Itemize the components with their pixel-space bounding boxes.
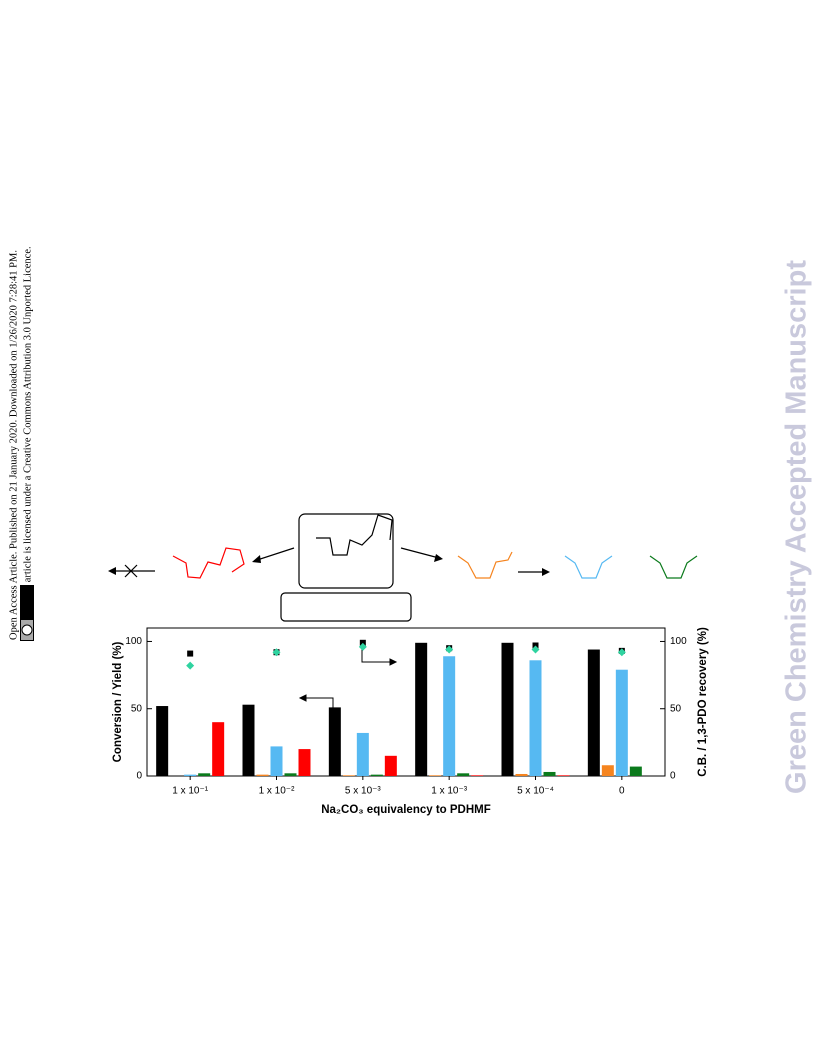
bar — [156, 706, 169, 776]
x-tick-label: 1 x 10⁻³ — [431, 786, 468, 797]
y2-axis-label: C.B. / 1,3-PDO recovery (%) — [697, 627, 709, 777]
y-tick-label: 50 — [131, 703, 143, 714]
bar — [515, 773, 528, 776]
bar — [529, 660, 542, 776]
bar — [298, 749, 311, 776]
watermark: Green Chemistry Accepted Manuscript — [781, 260, 813, 794]
bar — [501, 642, 514, 776]
bar — [384, 755, 397, 776]
bar — [429, 775, 442, 776]
cc-badge — [20, 585, 34, 641]
point — [617, 648, 626, 657]
bar — [370, 774, 383, 776]
point — [359, 639, 366, 646]
bar — [543, 771, 556, 776]
x-tick-label: 5 x 10⁻³ — [345, 786, 382, 797]
sidebar-line: This article is licensed under a Creativ… — [22, 246, 33, 603]
point — [272, 648, 281, 657]
x-tick-label: 1 x 10⁻¹ — [172, 786, 209, 797]
bar — [615, 669, 628, 776]
bar — [328, 707, 341, 776]
y-tick-label: 0 — [136, 771, 142, 782]
bar — [242, 704, 255, 776]
point — [186, 661, 195, 670]
sidebar-line: Open Access Article. Published on 21 Jan… — [8, 250, 19, 640]
x-axis-label: Na₂CO₃ equivalency to PDHMF — [321, 804, 491, 816]
bar — [471, 775, 484, 776]
bar — [557, 775, 570, 776]
bar — [256, 774, 269, 776]
point — [531, 645, 540, 654]
y2-tick-label: 100 — [670, 636, 687, 647]
y2-tick-label: 0 — [670, 771, 676, 782]
bar — [629, 766, 642, 776]
point — [358, 642, 367, 651]
scheme — [108, 513, 698, 622]
bar — [587, 649, 600, 776]
axis-arrows — [298, 648, 398, 710]
point — [445, 645, 454, 654]
bar — [184, 774, 197, 776]
point — [187, 650, 194, 657]
bar — [198, 773, 211, 776]
bar — [601, 765, 614, 776]
bar — [342, 775, 355, 776]
x-tick-label: 0 — [619, 786, 625, 797]
bar — [415, 642, 428, 776]
bar — [284, 773, 297, 776]
bar — [212, 722, 225, 776]
y-tick-label: 100 — [125, 636, 142, 647]
x-tick-label: 1 x 10⁻² — [259, 786, 296, 797]
point — [532, 642, 539, 649]
bar — [270, 746, 283, 776]
plot-frame — [146, 627, 666, 777]
x-tick-label: 5 x 10⁻⁴ — [517, 786, 554, 797]
y2-tick-label: 50 — [670, 703, 682, 714]
bar — [457, 773, 470, 776]
bar — [443, 656, 456, 776]
y-axis-label: Conversion / Yield (%) — [112, 641, 124, 762]
bar — [356, 732, 369, 776]
